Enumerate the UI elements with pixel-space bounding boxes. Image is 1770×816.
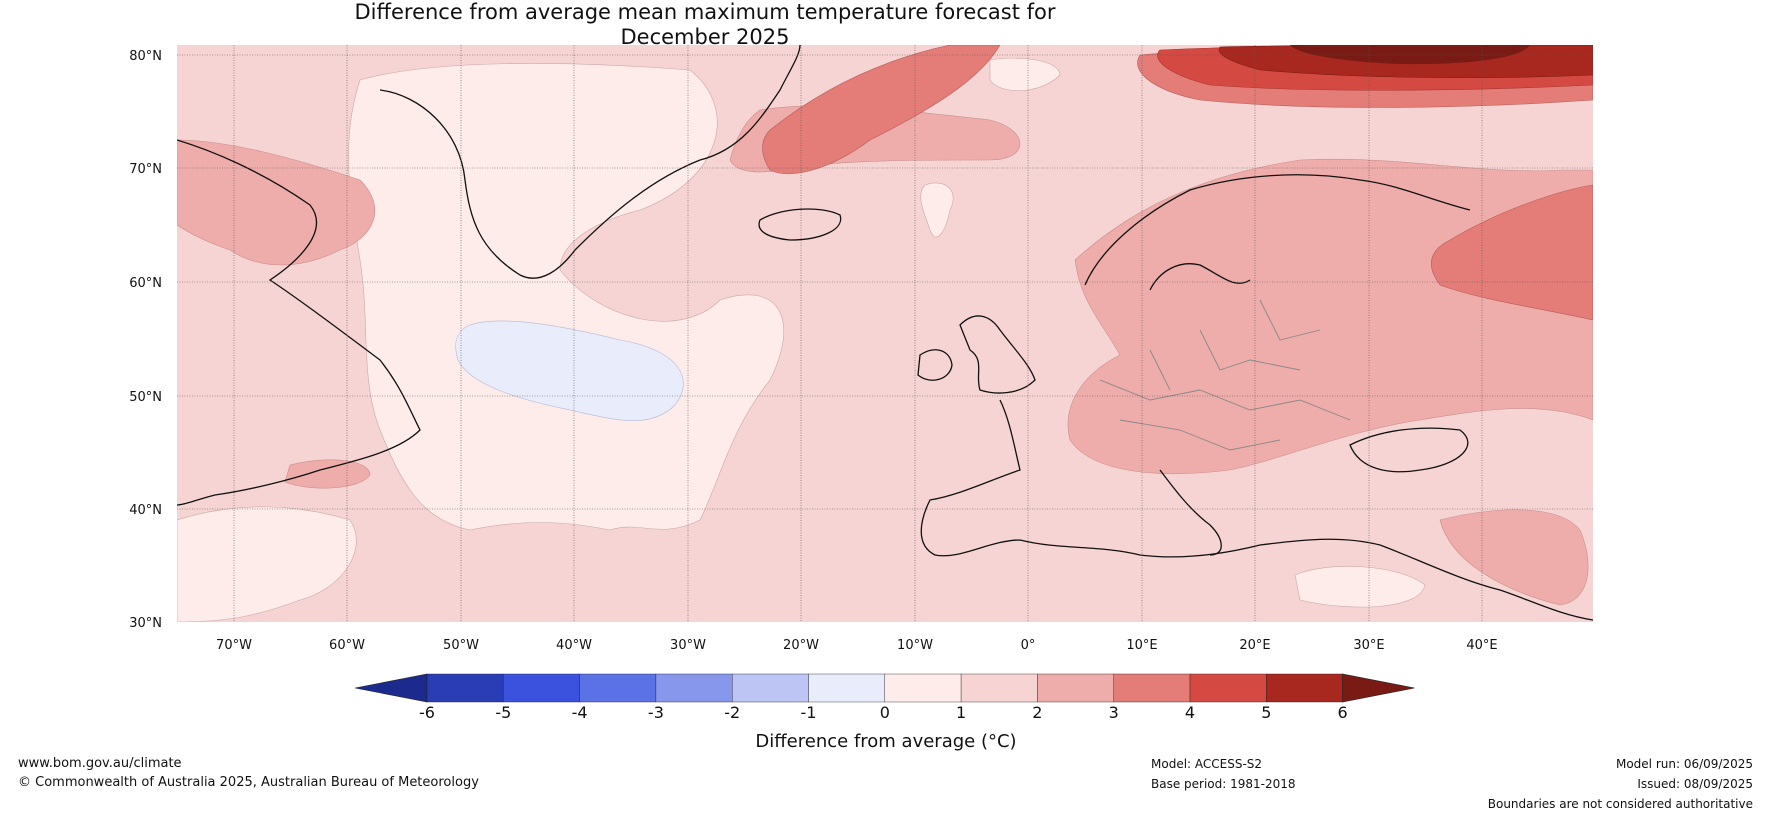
anomaly-region-3-4-russia [1431, 184, 1593, 321]
colorbar-swatch [1189, 673, 1267, 703]
disclaimer-text: Boundaries are not considered authoritat… [1487, 797, 1753, 811]
colorbar-swatch [732, 673, 809, 703]
lat-label: 40°N [129, 503, 162, 518]
lon-label: 30°E [1353, 638, 1384, 653]
colorbar-tick-label: -5 [495, 703, 511, 722]
colorbar-tick-label: -2 [724, 703, 740, 722]
lon-label: 40°E [1466, 638, 1497, 653]
anomaly-region-2-3-nova-scotia [284, 459, 371, 489]
colorbar-label: Difference from average (°C) [755, 731, 1016, 752]
colorbar-swatch [960, 673, 1038, 703]
title-line-1: Difference from average mean maximum tem… [354, 0, 1056, 24]
colorbar-swatches [354, 673, 1415, 703]
anomaly-region-3-4-greenland-sea [762, 45, 1001, 175]
coastlines [177, 45, 1593, 621]
map-area [177, 45, 1593, 622]
anomaly-region-0-1-sea [920, 182, 954, 238]
colorbar-arrow-high [1342, 673, 1415, 703]
anomaly-region-0-1-north [989, 57, 1061, 91]
graticule [177, 45, 1593, 622]
lon-label: 10°W [897, 638, 933, 653]
colorbar-tick-label: -4 [572, 703, 588, 722]
website-link[interactable]: www.bom.gov.au/climate [18, 756, 182, 771]
colorbar-arrow-low [354, 673, 428, 703]
lon-label: 50°W [443, 638, 479, 653]
anomaly-region-neg1-0 [455, 320, 684, 421]
border-lines [1099, 299, 1351, 451]
colorbar-tick-label: 4 [1185, 703, 1195, 722]
canada-coast [177, 139, 421, 506]
anomaly-region-gt6-arctic [1290, 45, 1530, 65]
europe-coast [920, 399, 1593, 621]
colorbar-ticks: -6 -5 -4 -3 -2 -1 0 1 2 3 4 5 6 [419, 703, 1348, 722]
scandinavia-coast [1084, 174, 1471, 291]
issued-text: Issued: 08/09/2025 [1637, 777, 1753, 791]
map-title: Difference from average mean maximum tem… [0, 0, 1410, 50]
colorbar-swatch [1266, 673, 1343, 703]
model-run-text: Model run: 06/09/2025 [1615, 757, 1753, 771]
colorbar-tick-label: 2 [1032, 703, 1042, 722]
colorbar-tick-label: 3 [1109, 703, 1119, 722]
colorbar-tick-label: -1 [801, 703, 817, 722]
lat-label: 60°N [129, 276, 162, 291]
lon-label: 70°W [216, 638, 252, 653]
colorbar-tick-label: 5 [1261, 703, 1271, 722]
greenland-coast [379, 45, 801, 279]
anomaly-region-0-1-atlantic [348, 63, 785, 531]
anomaly-region-2-3-east-med [1439, 509, 1589, 606]
lon-label: 0° [1021, 638, 1036, 653]
colorbar-swatch [808, 673, 886, 703]
colorbar: -6 -5 -4 -3 -2 -1 0 1 2 3 4 5 6 Difference from aver… [354, 673, 1415, 752]
colorbar-swatch [1113, 673, 1191, 703]
anomaly-region-0-1-north-africa [1294, 566, 1426, 608]
lat-label: 50°N [129, 390, 162, 405]
lat-label: 70°N [129, 162, 162, 177]
colorbar-tick-label: 1 [956, 703, 966, 722]
colorbar-swatch [1037, 673, 1114, 703]
copyright-text: © Commonwealth of Australia 2025, Austra… [18, 775, 479, 790]
colorbar-tick-label: 0 [880, 703, 890, 722]
colorbar-tick-label: 6 [1338, 703, 1348, 722]
colorbar-swatch [884, 673, 962, 703]
lon-label: 30°W [670, 638, 706, 653]
colorbar-tick-label: -6 [419, 703, 435, 722]
latitude-labels: 80°N 70°N 60°N 50°N 40°N 30°N [129, 49, 162, 631]
black-sea-coast [1349, 427, 1469, 473]
colorbar-swatch [426, 673, 504, 703]
base-period-text: Base period: 1981-2018 [1151, 777, 1296, 791]
colorbar-tick-label: -3 [648, 703, 664, 722]
longitude-labels: 70°W 60°W 50°W 40°W 30°W 20°W 10°W 0° 10… [216, 638, 1498, 653]
anomaly-region-0-1-southwest [177, 506, 357, 622]
lon-label: 20°W [783, 638, 819, 653]
country-borders [1099, 299, 1351, 451]
colorbar-swatch [579, 673, 657, 703]
lon-label: 60°W [329, 638, 365, 653]
lat-label: 30°N [129, 616, 162, 631]
lon-label: 40°W [556, 638, 592, 653]
ireland-coast [917, 349, 953, 381]
lat-label: 80°N [129, 49, 162, 64]
lon-label: 10°E [1126, 638, 1157, 653]
colorbar-swatch [503, 673, 580, 703]
italy-coast [1159, 469, 1222, 556]
model-text: Model: ACCESS-S2 [1151, 757, 1263, 771]
anomaly-region-2-3-labrador [177, 139, 376, 266]
british-isles-coast [959, 315, 1036, 394]
colorbar-swatch [655, 673, 733, 703]
iceland-coast [758, 208, 842, 241]
lon-label: 20°E [1239, 638, 1270, 653]
